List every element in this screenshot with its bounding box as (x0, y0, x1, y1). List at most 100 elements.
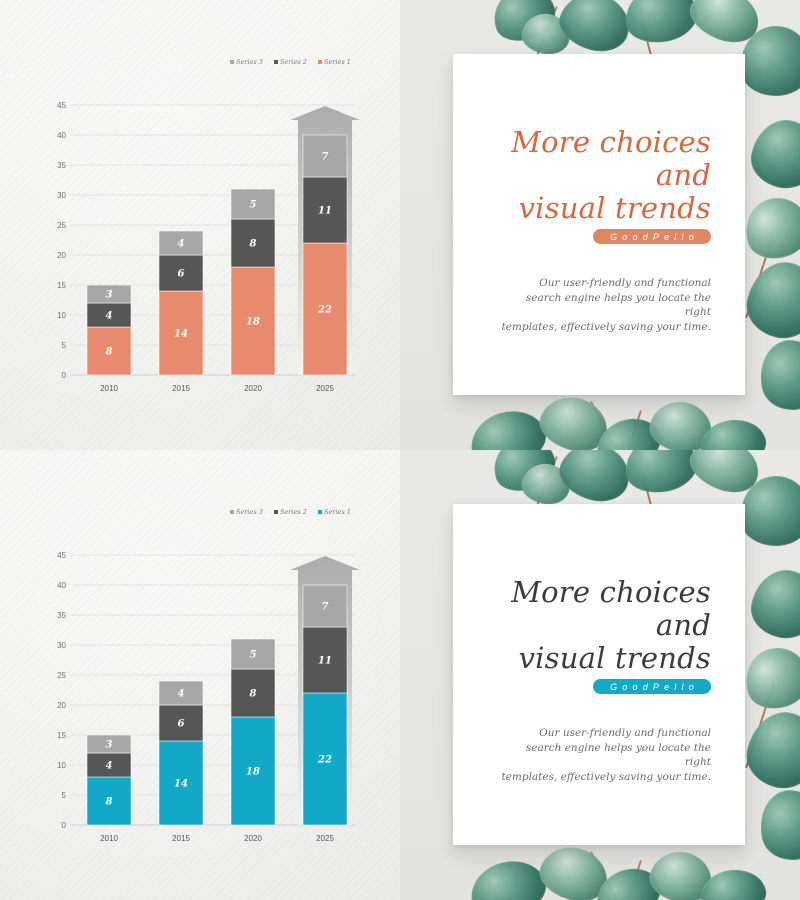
content-card: More choices and visual trends GoodPello… (453, 504, 745, 845)
legend-swatch-series-3 (230, 510, 234, 514)
x-tick-label: 2015 (172, 384, 190, 393)
bar-value-label: 5 (250, 200, 257, 211)
x-tick-label: 2015 (172, 834, 190, 843)
y-tick-label: 0 (62, 371, 67, 380)
bar-segment-series-2-2010 (86, 752, 132, 778)
bar-value-label: 3 (106, 290, 113, 301)
bar-segment-series-3-2020 (230, 188, 276, 220)
legend-swatch-series-2 (274, 510, 278, 514)
bar-segment-series-1-2010 (86, 326, 132, 376)
card-title: More choices and visual trends (511, 125, 711, 225)
card-title: More choices and visual trends (511, 575, 711, 675)
bar-value-label: 6 (178, 269, 185, 280)
bar-value-label: 22 (317, 755, 332, 766)
bar-segment-series-3-2015 (158, 680, 204, 706)
y-tick-label: 20 (57, 701, 66, 710)
bar-segment-series-1-2020 (230, 716, 276, 826)
card-description: Our user-friendly and functional search … (501, 727, 711, 783)
x-tick-label: 2020 (244, 834, 262, 843)
bar-value-label: 18 (246, 317, 260, 328)
brand-badge: GoodPello (593, 679, 711, 694)
bar-segment-series-1-2015 (158, 290, 204, 376)
brand-badge: GoodPello (593, 229, 711, 244)
y-tick-label: 20 (57, 251, 66, 260)
bar-value-label: 18 (246, 767, 260, 778)
bar-value-label: 7 (322, 602, 329, 613)
y-tick-label: 40 (57, 581, 66, 590)
bars: 8 4 3 14 6 4 18 8 5 22 11 7 (86, 584, 348, 826)
bar-value-label: 11 (318, 656, 332, 667)
x-tick-label: 2020 (244, 384, 262, 393)
bar-segment-series-1-2010 (86, 776, 132, 826)
y-tick-label: 15 (57, 731, 66, 740)
stacked-bar-chart: 0 5 10 15 20 25 30 35 40 45 8 4 3 14 6 4 18 8 5 22 11 7 2010 20… (40, 50, 380, 400)
y-tick-label: 5 (62, 791, 67, 800)
card-description: Our user-friendly and functional search … (501, 277, 711, 333)
legend-label-series-3: Series 3 (236, 508, 263, 516)
legend-label-series-3: Series 3 (236, 58, 263, 66)
bar-segment-series-1-2020 (230, 266, 276, 376)
bar-value-label: 14 (174, 329, 188, 340)
content-card: More choices and visual trends GoodPello… (453, 54, 745, 395)
legend-label-series-2: Series 2 (280, 58, 307, 66)
y-tick-label: 25 (57, 671, 66, 680)
bar-value-label: 8 (250, 239, 257, 250)
y-tick-label: 45 (57, 551, 66, 560)
y-tick-label: 25 (57, 221, 66, 230)
y-tick-label: 15 (57, 281, 66, 290)
legend-swatch-series-3 (230, 60, 234, 64)
bar-value-label: 3 (106, 740, 113, 751)
bar-value-label: 4 (106, 761, 113, 772)
bar-value-label: 11 (318, 206, 332, 217)
bar-value-label: 8 (106, 347, 113, 358)
legend-label-series-1: Series 1 (324, 58, 351, 66)
y-tick-label: 10 (57, 311, 66, 320)
legend: Series 3 Series 2 Series 1 (230, 58, 351, 66)
bar-segment-series-3-2015 (158, 230, 204, 256)
y-tick-label: 10 (57, 761, 66, 770)
y-tick-label: 35 (57, 611, 66, 620)
x-tick-label: 2010 (100, 384, 118, 393)
y-tick-label: 0 (62, 821, 67, 830)
stacked-bar-chart: 0 5 10 15 20 25 30 35 40 45 8 4 3 14 6 4 18 8 5 22 11 7 2010 20… (40, 500, 380, 850)
legend-swatch-series-1 (318, 60, 322, 64)
bar-value-label: 5 (250, 650, 257, 661)
slide-top: 0 5 10 15 20 25 30 35 40 45 8 4 3 14 6 4 18 8 5 22 11 7 2010 20… (0, 0, 800, 450)
bar-value-label: 7 (322, 152, 329, 163)
x-tick-label: 2010 (100, 834, 118, 843)
bar-segment-series-2-2025 (302, 626, 348, 694)
bar-value-label: 4 (178, 239, 185, 250)
y-tick-label: 30 (57, 641, 66, 650)
bar-segment-series-3-2010 (86, 284, 132, 304)
bar-segment-series-3-2025 (302, 584, 348, 628)
bar-value-label: 14 (174, 779, 188, 790)
bar-value-label: 22 (317, 305, 332, 316)
bar-value-label: 6 (178, 719, 185, 730)
x-tick-label: 2025 (316, 384, 334, 393)
y-tick-label: 35 (57, 161, 66, 170)
bar-segment-series-2-2015 (158, 254, 204, 292)
bar-value-label: 8 (250, 689, 257, 700)
y-tick-label: 30 (57, 191, 66, 200)
legend-label-series-2: Series 2 (280, 508, 307, 516)
bar-value-label: 4 (178, 689, 185, 700)
bars: 8 4 3 14 6 4 18 8 5 22 11 7 (86, 134, 348, 376)
bar-segment-series-2-2020 (230, 218, 276, 268)
legend: Series 3 Series 2 Series 1 (230, 508, 351, 516)
bar-value-label: 8 (106, 797, 113, 808)
y-tick-label: 5 (62, 341, 67, 350)
bar-value-label: 4 (106, 311, 113, 322)
slide-bottom: 0 5 10 15 20 25 30 35 40 45 8 4 3 14 6 4 18 8 5 22 11 7 2010 20… (0, 450, 800, 900)
x-tick-label: 2025 (316, 834, 334, 843)
legend-swatch-series-2 (274, 60, 278, 64)
bar-segment-series-2-2020 (230, 668, 276, 718)
bar-segment-series-2-2015 (158, 704, 204, 742)
bar-segment-series-3-2025 (302, 134, 348, 178)
bar-segment-series-1-2025 (302, 692, 348, 826)
bar-segment-series-1-2015 (158, 740, 204, 826)
legend-label-series-1: Series 1 (324, 508, 351, 516)
bar-segment-series-3-2010 (86, 734, 132, 754)
legend-swatch-series-1 (318, 510, 322, 514)
